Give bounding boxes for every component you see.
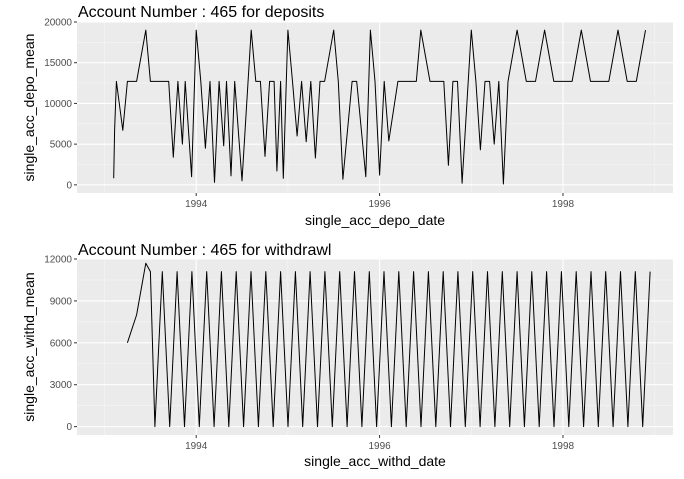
deposits-chart: 1994 1996 1998 0 5000 10000 15000 20000 Account … <box>0 0 684 236</box>
deposits-y-tick-label: 0 <box>66 180 72 191</box>
deposits-x-axis-title: single_acc_depo_date <box>305 212 445 228</box>
withdrawal-x-axis-title: single_acc_withd_date <box>304 453 446 469</box>
deposits-title: Account Number : 465 for deposits <box>78 4 324 21</box>
withdrawal-y-tick-label: 3000 <box>50 380 73 391</box>
withdrawal-x-tick-label: 1998 <box>552 441 575 452</box>
deposits-y-tick-label: 15000 <box>44 58 72 69</box>
deposits-x-tick-label: 1998 <box>552 199 575 210</box>
withdrawal-chart-svg: 1994 1996 1998 0 3000 6000 9000 12000 Account Nu… <box>21 242 673 469</box>
deposits-chart-svg: 1994 1996 1998 0 5000 10000 15000 20000 Account … <box>21 4 673 228</box>
deposits-panel <box>77 22 673 193</box>
withdrawal-x-tick-label: 1996 <box>368 441 391 452</box>
deposits-y-tick-label: 20000 <box>44 18 72 29</box>
deposits-x-tick-label: 1994 <box>185 199 208 210</box>
withdrawal-y-tick-label: 9000 <box>50 296 73 307</box>
withdrawal-x-tick-label: 1994 <box>185 441 208 452</box>
withdrawal-y-tick-label: 6000 <box>50 338 73 349</box>
deposits-y-tick-label: 10000 <box>44 99 72 110</box>
withdrawal-series-line <box>126 262 651 428</box>
withdrawal-y-tick-label: 12000 <box>44 255 72 266</box>
deposits-y-axis-title: single_acc_depo_mean <box>21 34 37 182</box>
deposits-x-tick-label: 1996 <box>368 199 391 210</box>
withdrawal-chart: 1994 1996 1998 0 3000 6000 9000 12000 Account Nu… <box>0 236 684 479</box>
deposits-series-line <box>113 29 646 185</box>
withdrawal-title: Account Number : 465 for withdrawl <box>78 242 331 259</box>
withdrawal-y-tick-label: 0 <box>66 422 72 433</box>
deposits-y-tick-label: 5000 <box>50 140 73 151</box>
withdrawal-y-axis-title: single_acc_withd_mean <box>21 272 37 421</box>
